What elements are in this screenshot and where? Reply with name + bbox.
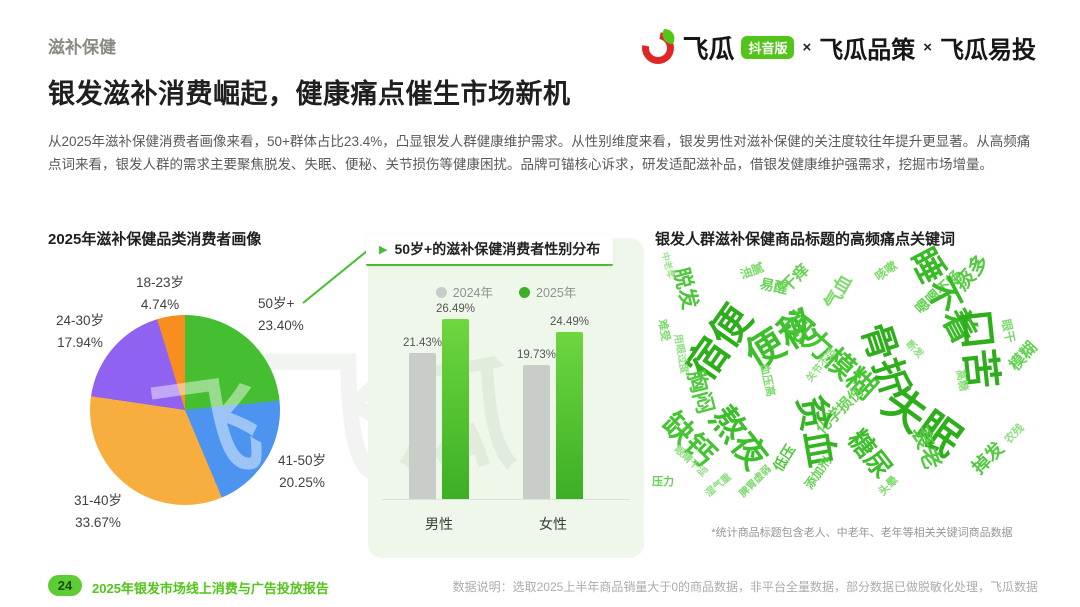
legend-dot-2025 <box>519 287 530 298</box>
legend-dot-2024 <box>435 287 447 298</box>
pie-label-18-23: 18-23岁 4.74% <box>135 275 185 312</box>
wordcloud-word: 低压 <box>769 441 799 475</box>
legend-item-2025: 2025年 <box>519 282 576 301</box>
wordcloud-word: 掉发 <box>968 438 1008 478</box>
bar-female-2024: 19.73% <box>517 349 556 499</box>
bar-rect <box>442 318 469 499</box>
brand-lockup: 飞瓜 抖音版 × 飞瓜品策 × 飞瓜易投 <box>636 25 1036 70</box>
wordcloud-word: 中老年 <box>659 251 677 280</box>
legend-item-2024: 2024年 <box>435 282 493 301</box>
wordcloud-word: 咳嗽 <box>872 258 900 284</box>
bar-value-label: 24.49% <box>550 316 590 329</box>
brand-partner-2: 飞瓜易投 <box>940 37 1036 64</box>
bar-female-2025: 24.49% <box>550 316 589 499</box>
intro-paragraph: 从2025年滋补保健消费者画像来看，50+群体占比23.4%，凸显银发人群健康维… <box>48 134 1031 173</box>
footer-data-note: 数据说明：选取2025上半年商品销量大于0的商品数据，非平台全量数据，部分数据已… <box>452 580 1038 594</box>
wordcloud-title: 银发人群滋补保健商品标题的高频痛点关键词 <box>655 231 956 248</box>
wordcloud-word: 难受 <box>655 318 672 343</box>
brand-partner-1: 飞瓜品策 <box>819 37 916 64</box>
wordcloud-word: 断发 <box>903 338 926 361</box>
bar-male-2025: 26.49% <box>436 303 475 499</box>
pie-chart-title: 2025年滋补保健品类消费者画像 <box>48 231 262 248</box>
wordcloud-word: 糖尿 <box>842 424 898 484</box>
bar-axis-baseline <box>382 499 630 500</box>
wordcloud-word: 熬夜 <box>702 399 774 477</box>
bar-value-label: 21.43% <box>403 337 443 350</box>
brand-separator: × <box>923 39 932 56</box>
footer-report-title: 2025年银发市场线上消费与广告投放报告 <box>92 581 329 596</box>
category-label-male: 男性 <box>425 516 453 532</box>
wordcloud-word: 湿气重 <box>703 471 734 500</box>
wordcloud-word: 农残 <box>1002 422 1027 447</box>
pie-label-24-30: 24-30岁 17.94% <box>55 313 105 350</box>
wordcloud-word: 模糊 <box>1006 339 1041 375</box>
wordcloud-word: 用眼过度 <box>671 333 690 375</box>
page-title: 银发滋补消费崛起，健康痛点催生市场新机 <box>48 79 571 109</box>
gender-bar-chart-title: ▶ 50岁+的滋补保健消费者性别分布 <box>366 234 614 266</box>
bar-value-label: 19.73% <box>517 348 557 361</box>
douyin-edition-badge: 抖音版 <box>741 36 795 59</box>
bar-rect <box>409 353 436 499</box>
wordcloud-footnote: *统计商品标题包含老人、中老年、老年等相关关键词商品数据 <box>711 527 1013 539</box>
feigua-logo-icon <box>636 25 681 70</box>
brand-name: 飞瓜 <box>682 34 735 64</box>
pie-label-41-50: 41-50岁 20.25% <box>277 453 327 490</box>
pie-label-50plus: 50岁+ 23.40% <box>258 296 304 333</box>
bar-legend: 2024年 2025年 <box>368 282 644 301</box>
section-label: 滋补保健 <box>48 38 116 57</box>
bar-rect <box>523 364 550 499</box>
wordcloud-word: 压力 <box>652 476 674 488</box>
category-label-female: 女性 <box>539 516 567 532</box>
pie-label-31-40: 31-40岁 33.67% <box>73 493 123 530</box>
wordcloud-word: 气血 <box>820 271 856 313</box>
bar-value-label: 26.49% <box>436 302 476 315</box>
consumer-age-pie-chart <box>90 315 280 505</box>
bar-rect <box>556 332 583 499</box>
wordcloud-word: 眼干 <box>998 317 1018 345</box>
gender-bar-panel: 瓜 2024年 2025年 21.43% 26.49% 19.73% 24.49… <box>368 238 644 558</box>
bar-male-2024: 21.43% <box>403 337 442 499</box>
triangle-bullet-icon: ▶ <box>379 243 388 256</box>
brand-separator: × <box>802 39 812 56</box>
page-number-badge: 24 <box>48 575 82 596</box>
pain-point-wordcloud: 脱发 宿便 中老年 油腻 易醒 干痒 气血 咳嗽 痰多 嗯嗯不畅 睡不着 便秘 视力模糊 难受 用眼过度 胸闷… <box>652 242 1072 525</box>
